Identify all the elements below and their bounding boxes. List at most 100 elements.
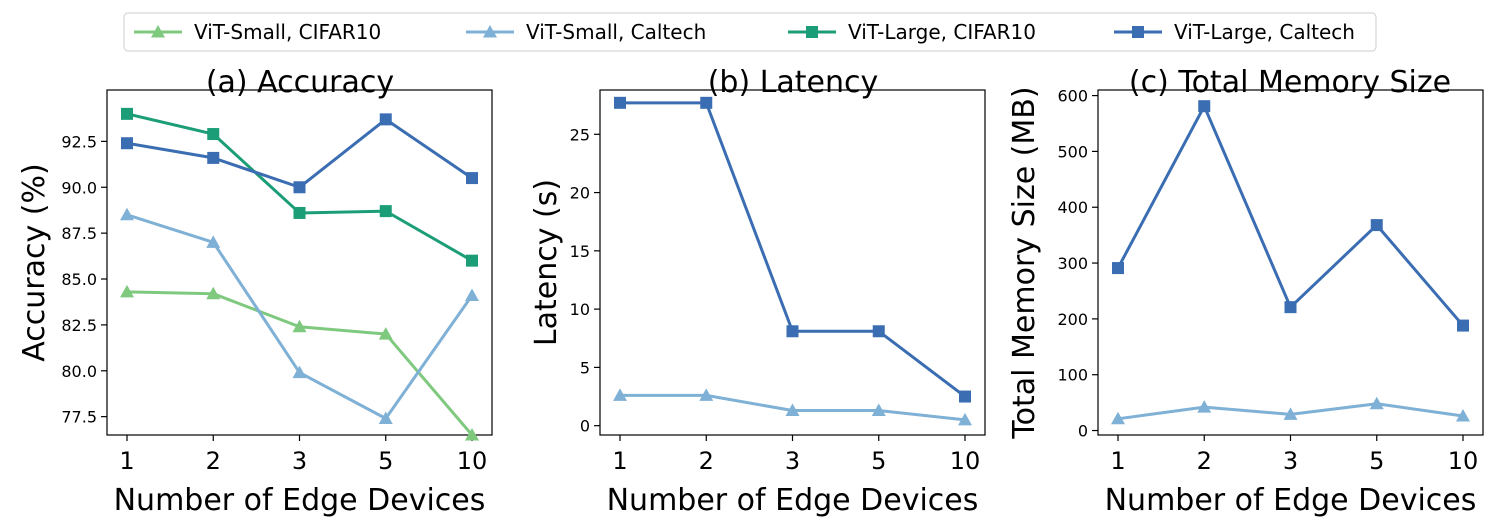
data-point xyxy=(378,411,393,424)
y-tick-label: 92.5 xyxy=(61,132,97,151)
legend-label: ViT-Small, Caltech xyxy=(526,20,706,44)
data-point xyxy=(466,254,478,267)
x-tick-label: 3 xyxy=(292,447,307,475)
data-point xyxy=(1198,100,1211,113)
x-tick-label: 3 xyxy=(1283,447,1298,475)
legend-label: ViT-Large, CIFAR10 xyxy=(848,20,1036,44)
y-tick-label: 200 xyxy=(1057,310,1088,329)
y-tick-label: 600 xyxy=(1057,87,1088,106)
y-tick-label: 25 xyxy=(570,125,590,144)
y-tick-label: 5 xyxy=(580,358,590,377)
data-point xyxy=(700,96,713,109)
panel-b-latency: (b) Latency 0 5 10 15 20 25 1 2 3 5 10 Number of Edg… xyxy=(529,65,986,518)
data-point xyxy=(1283,407,1298,420)
data-point xyxy=(959,390,971,403)
plot-frame xyxy=(1097,89,1484,436)
series-line xyxy=(126,290,474,436)
legend-label: ViT-Small, CIFAR10 xyxy=(194,20,381,44)
legend-item-vit-large-caltech: ViT-Large, Caltech xyxy=(1114,20,1355,44)
y-tick-label: 400 xyxy=(1057,198,1088,217)
chart-title: (a) Accuracy xyxy=(206,65,394,100)
data-point xyxy=(613,388,627,401)
legend-marker xyxy=(1132,26,1144,38)
data-point xyxy=(1112,262,1124,275)
data-point xyxy=(207,151,220,164)
y-tick-label: 77.5 xyxy=(61,408,97,427)
legend-label: ViT-Large, Caltech xyxy=(1174,20,1355,44)
y-tick-label: 10 xyxy=(570,300,590,319)
data-point xyxy=(699,388,714,401)
data-point xyxy=(465,428,479,441)
data-point xyxy=(378,327,393,340)
legend-frame xyxy=(123,12,1377,52)
data-point xyxy=(465,288,479,302)
panel-c-total-memory-size: (c) Total Memory Size 0 100 200 300 400 500 600… xyxy=(1007,65,1484,518)
panel-a-accuracy: (a) Accuracy 77.5 80.0 82.5 85.0 87.5 90.0 92.5… xyxy=(17,65,493,518)
x-tick-label: 10 xyxy=(457,447,488,475)
data-point xyxy=(1456,409,1470,422)
series-vit-large-caltech xyxy=(1112,100,1469,332)
chart-title: (c) Total Memory Size xyxy=(1129,65,1451,100)
x-axis-label: Number of Edge Devices xyxy=(1105,483,1477,518)
x-axis-label: Number of Edge Devices xyxy=(607,483,979,518)
data-point xyxy=(1111,411,1125,425)
data-point xyxy=(379,113,392,126)
series-line xyxy=(620,101,966,398)
y-axis-label: Total Memory Size (MB) xyxy=(1007,86,1042,439)
series-vit-small-caltech xyxy=(1111,396,1470,425)
legend-item-vit-small-caltech: ViT-Small, Caltech xyxy=(466,20,706,44)
y-tick-label: 100 xyxy=(1057,366,1088,385)
data-point xyxy=(1284,301,1297,314)
series-vit-large-cifar10 xyxy=(121,107,478,267)
legend-marker xyxy=(483,25,497,38)
data-point xyxy=(121,137,133,150)
y-tick-label: 300 xyxy=(1057,254,1088,273)
x-tick-label: 3 xyxy=(785,447,800,475)
data-point xyxy=(1369,396,1384,410)
y-tick-label: 15 xyxy=(570,242,590,261)
series-line xyxy=(1116,104,1465,327)
x-axis-label: Number of Edge Devices xyxy=(114,483,486,518)
x-tick-label: 1 xyxy=(119,447,134,475)
chart-title: (b) Latency xyxy=(708,65,879,100)
series-line xyxy=(126,213,474,420)
data-point xyxy=(293,181,306,194)
series-vit-large-caltech xyxy=(121,113,478,194)
data-point xyxy=(207,128,220,141)
data-point xyxy=(785,403,800,417)
y-axis-label: Latency (s) xyxy=(529,179,564,346)
data-point xyxy=(292,319,307,333)
legend: ViT-Small, CIFAR10 ViT-Small, Caltech ViT-… xyxy=(123,12,1377,52)
x-tick-label: 2 xyxy=(1197,447,1212,475)
data-point xyxy=(292,365,307,379)
y-tick-label: 80.0 xyxy=(61,362,97,381)
data-point xyxy=(466,172,478,185)
data-point xyxy=(379,205,392,218)
data-point xyxy=(872,325,885,338)
x-tick-label: 5 xyxy=(1369,447,1384,475)
data-point xyxy=(1197,400,1212,413)
data-point xyxy=(206,286,221,300)
y-tick-label: 500 xyxy=(1057,142,1088,161)
y-tick-label: 0 xyxy=(580,417,590,436)
x-tick-label: 5 xyxy=(871,447,886,475)
data-point xyxy=(206,235,221,248)
legend-item-vit-large-cifar10: ViT-Large, CIFAR10 xyxy=(788,20,1036,44)
series-vit-small-caltech xyxy=(613,388,972,426)
data-point xyxy=(1370,219,1383,232)
data-point xyxy=(1457,319,1469,332)
y-tick-label: 87.5 xyxy=(61,224,97,243)
y-tick-label: 85.0 xyxy=(61,270,97,289)
data-point xyxy=(293,206,306,219)
plot-frame xyxy=(106,89,493,436)
y-tick-label: 90.0 xyxy=(61,178,97,197)
data-point xyxy=(958,412,972,426)
y-axis-label: Accuracy (%) xyxy=(17,163,52,361)
x-tick-label: 1 xyxy=(1110,447,1125,475)
x-tick-label: 1 xyxy=(612,447,627,475)
data-point xyxy=(121,107,133,120)
y-tick-label: 82.5 xyxy=(61,316,97,335)
data-point xyxy=(120,284,134,298)
data-point xyxy=(120,207,134,221)
